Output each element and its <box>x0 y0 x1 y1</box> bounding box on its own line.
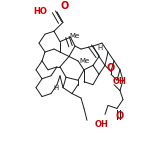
Text: HO: HO <box>34 8 47 16</box>
Text: OH: OH <box>95 120 109 129</box>
Text: O: O <box>116 111 124 121</box>
Text: O: O <box>107 63 115 73</box>
Text: H: H <box>53 85 58 91</box>
Text: OH: OH <box>113 77 127 86</box>
Text: H: H <box>98 45 103 51</box>
Text: Me: Me <box>79 58 89 64</box>
Text: O: O <box>60 1 69 11</box>
Text: Me: Me <box>70 33 80 39</box>
